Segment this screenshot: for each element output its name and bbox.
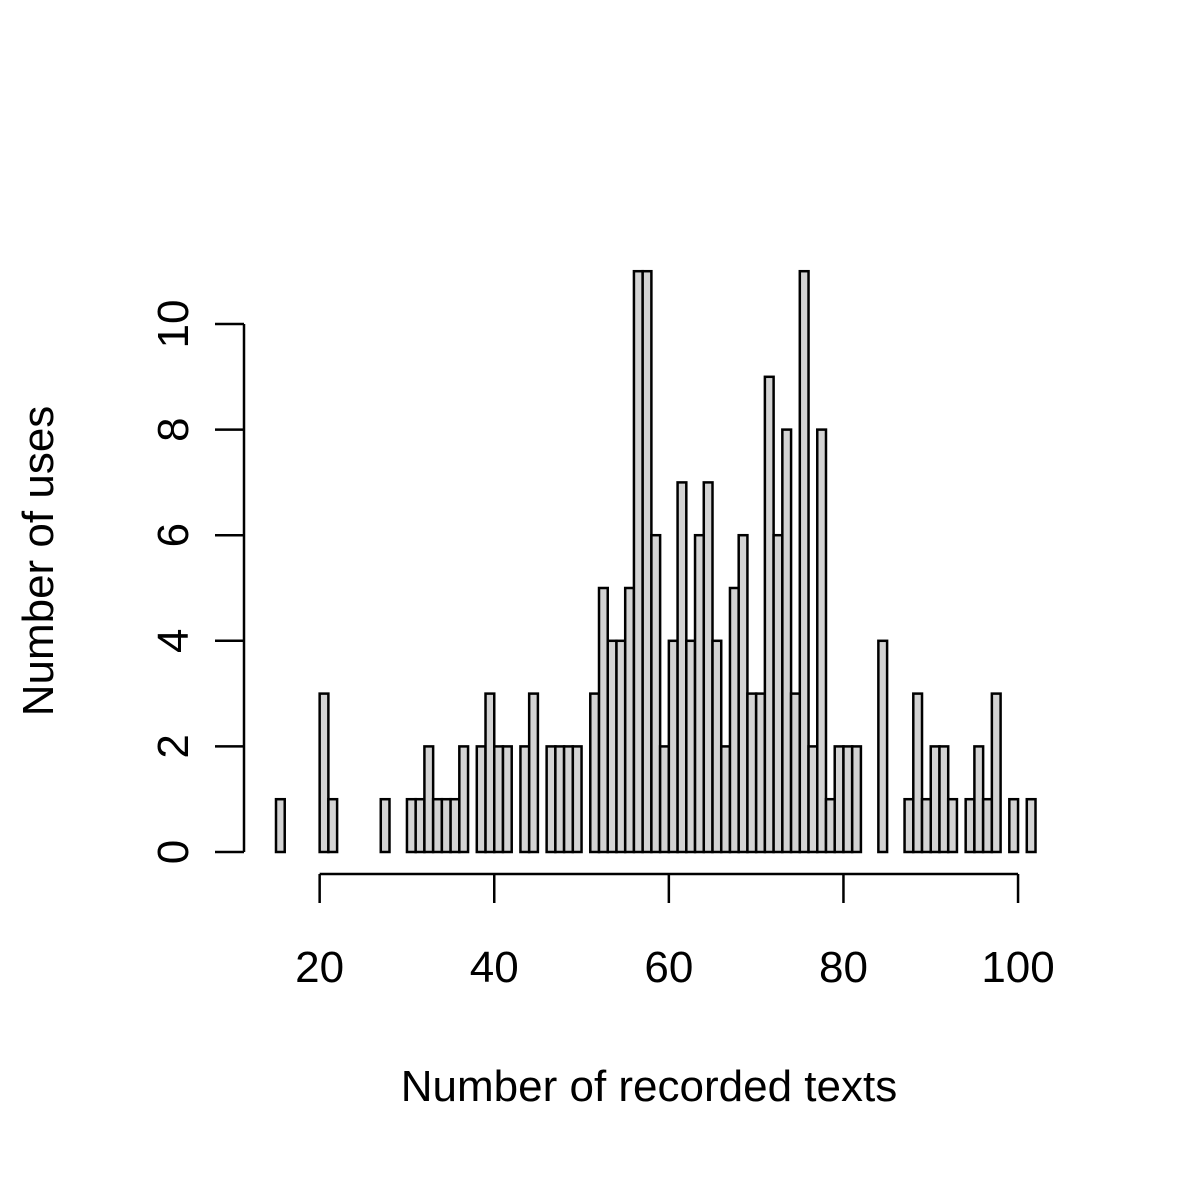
y-tick-label: 6 [149, 523, 198, 547]
histogram-bar [484, 692, 496, 854]
histogram-bar [981, 797, 994, 854]
histogram-bar [641, 269, 653, 854]
histogram-bar [527, 692, 540, 854]
histogram-bar [1008, 797, 1020, 854]
histogram-bar [693, 533, 706, 854]
histogram-bar [850, 745, 863, 854]
histogram-bar [807, 745, 819, 854]
histogram-bar [789, 692, 802, 854]
histogram-bar [903, 797, 915, 854]
histogram-bar [493, 745, 505, 854]
histogram-bar [772, 533, 784, 854]
y-tick-label: 2 [149, 734, 198, 758]
histogram-bar [379, 797, 391, 854]
histogram-bar [440, 797, 452, 854]
histogram-bar [318, 692, 330, 854]
histogram-bar [964, 797, 976, 854]
histogram-bar [833, 745, 845, 854]
histogram-bar [554, 745, 566, 854]
histogram-bar [327, 797, 339, 854]
histogram-bar [763, 375, 775, 854]
histogram-bar [658, 745, 671, 854]
histogram-bar [938, 745, 950, 854]
histogram-bar [798, 269, 810, 854]
histogram-bar [1025, 797, 1037, 854]
histogram-bar [414, 797, 426, 854]
histogram-bar [501, 745, 513, 854]
histogram-bar [274, 797, 286, 854]
histogram-bar [711, 639, 723, 854]
histogram-bar [562, 745, 575, 854]
histogram-bar [623, 586, 636, 854]
histogram-bar [816, 428, 828, 854]
histogram-bar [973, 745, 985, 854]
histogram-bar [475, 745, 487, 854]
histogram-bar [929, 745, 941, 854]
histogram-bar [676, 481, 688, 854]
y-tick-label: 10 [149, 300, 198, 349]
histogram-bar [728, 586, 740, 854]
histogram-bar [545, 745, 557, 854]
histogram-bar [824, 797, 836, 854]
histogram-bar [746, 692, 758, 854]
x-tick-label: 20 [295, 943, 344, 992]
histogram-bar [685, 639, 697, 854]
y-axis: 0 2 4 6 8 10 [149, 300, 246, 864]
x-tick-label: 100 [981, 943, 1054, 992]
bars-group [274, 269, 1037, 854]
histogram-bar [877, 639, 889, 854]
y-axis-title: Number of uses [14, 406, 63, 717]
histogram-bar [615, 639, 627, 854]
histogram-bar [458, 745, 470, 854]
histogram-bar [842, 745, 854, 854]
x-tick-label: 60 [644, 943, 693, 992]
histogram-bar [719, 745, 732, 854]
y-tick-label: 8 [149, 417, 198, 441]
x-axis-title: Number of recorded texts [401, 1062, 897, 1111]
histogram-bar [702, 481, 714, 854]
histogram-bar [781, 428, 793, 854]
histogram-bar [912, 692, 924, 854]
histogram-bar [405, 797, 417, 854]
histogram-bar [449, 797, 461, 854]
histogram-bar [589, 692, 601, 854]
histogram-bar [423, 745, 435, 854]
x-axis: 20 40 60 80 100 [295, 872, 1055, 992]
histogram-bar [431, 797, 444, 854]
histogram-bar [571, 745, 583, 854]
histogram-bar [737, 533, 749, 854]
histogram-bar [754, 692, 767, 854]
x-tick-label: 80 [819, 943, 868, 992]
histogram-bar [632, 269, 644, 854]
x-tick-label: 40 [470, 943, 519, 992]
histogram-bar [946, 797, 959, 854]
histogram-bar [597, 586, 609, 854]
histogram-bar [667, 639, 679, 854]
histogram-bar [606, 639, 618, 854]
histogram-bar [650, 533, 662, 854]
histogram-bar [920, 797, 933, 854]
histogram-bar [990, 692, 1002, 854]
histogram-bar [519, 745, 531, 854]
y-tick-label: 4 [149, 629, 198, 653]
y-tick-label: 0 [149, 840, 198, 864]
